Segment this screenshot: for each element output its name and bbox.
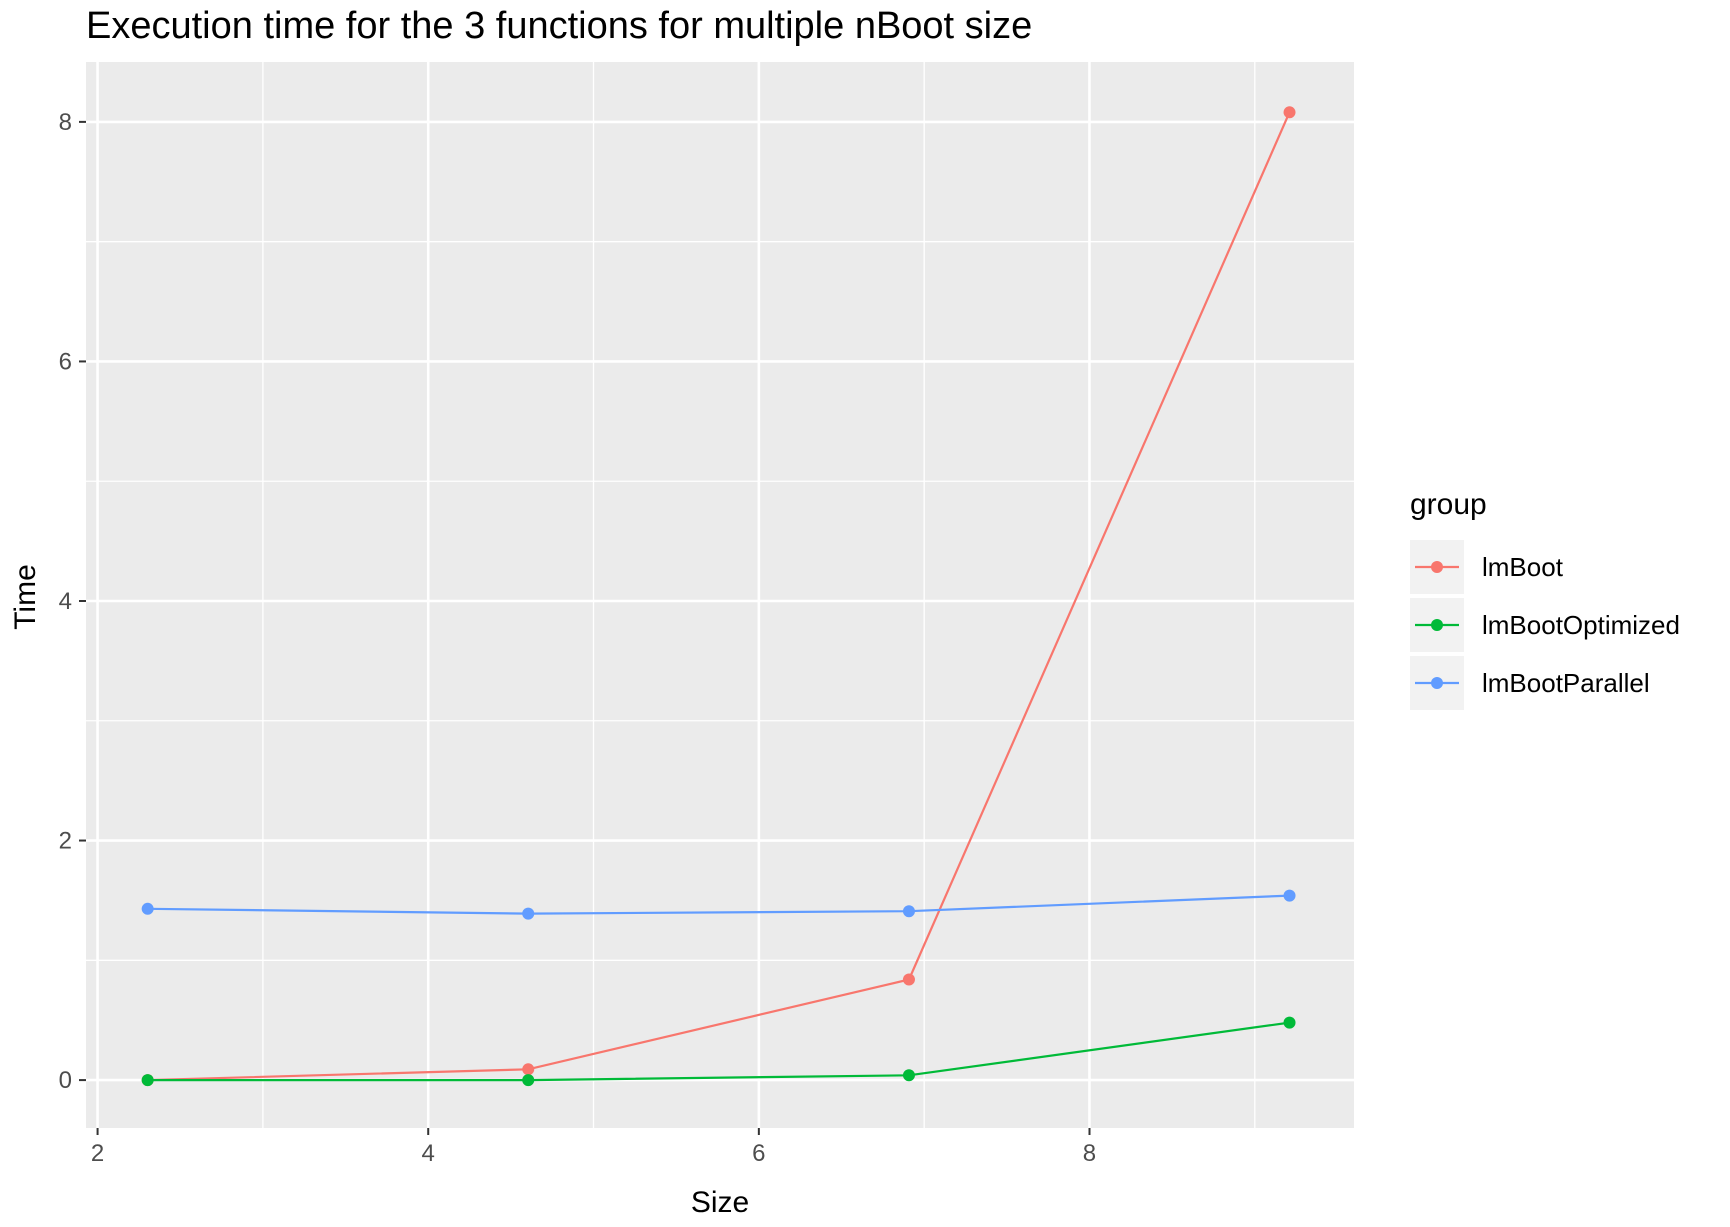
series-line-lmBootOptimized [147, 1021, 1290, 1082]
plot-panel [86, 62, 1354, 1128]
y-tick-label: 0 [59, 1067, 72, 1094]
x-axis-title: Size [691, 1186, 749, 1219]
x-tick-label: 6 [752, 1140, 765, 1167]
y-tick-label: 4 [59, 588, 72, 615]
data-point-lmBootParallel [902, 905, 915, 918]
legend-item-label: lmBoot [1482, 552, 1564, 582]
axes: 2 4 6 8 0 2 4 6 8 [59, 109, 1097, 1167]
data-point-lmBootOptimized [141, 1074, 154, 1087]
chart-title: Execution time for the 3 functions for m… [86, 5, 1032, 47]
data-point-lmBoot [902, 973, 915, 986]
data-point-lmBootParallel [1283, 889, 1296, 902]
y-tick-label: 6 [59, 348, 72, 375]
data-point-lmBoot [522, 1063, 535, 1076]
data-point-lmBoot [1283, 106, 1296, 119]
y-tick-label: 2 [59, 828, 72, 855]
legend-title: group [1410, 488, 1487, 521]
x-tick-label: 8 [1083, 1140, 1096, 1167]
data-point-lmBootOptimized [522, 1074, 535, 1087]
legend-item-label: lmBootParallel [1482, 668, 1650, 698]
series-line-lmBoot [147, 111, 1291, 1082]
legend-key-point [1431, 561, 1443, 573]
data-point-lmBootParallel [141, 902, 154, 915]
data-point-lmBootOptimized [902, 1069, 915, 1082]
data-point-lmBootOptimized [1283, 1016, 1296, 1029]
data-point-lmBootParallel [522, 907, 535, 920]
major-gridlines [86, 62, 1354, 1128]
minor-gridlines [86, 62, 1354, 1128]
y-tick-label: 8 [59, 109, 72, 136]
legend: group lmBoot lmBootOptimized lmBootParalle… [1410, 488, 1680, 710]
legend-item-label: lmBootOptimized [1482, 610, 1680, 640]
series-layer [141, 106, 1296, 1087]
series-line-lmBootParallel [147, 894, 1290, 915]
y-axis-title: Time [9, 564, 42, 630]
x-tick-label: 2 [91, 1140, 104, 1167]
x-tick-label: 4 [422, 1140, 435, 1167]
legend-key-point [1431, 619, 1443, 631]
legend-key-point [1431, 677, 1443, 689]
